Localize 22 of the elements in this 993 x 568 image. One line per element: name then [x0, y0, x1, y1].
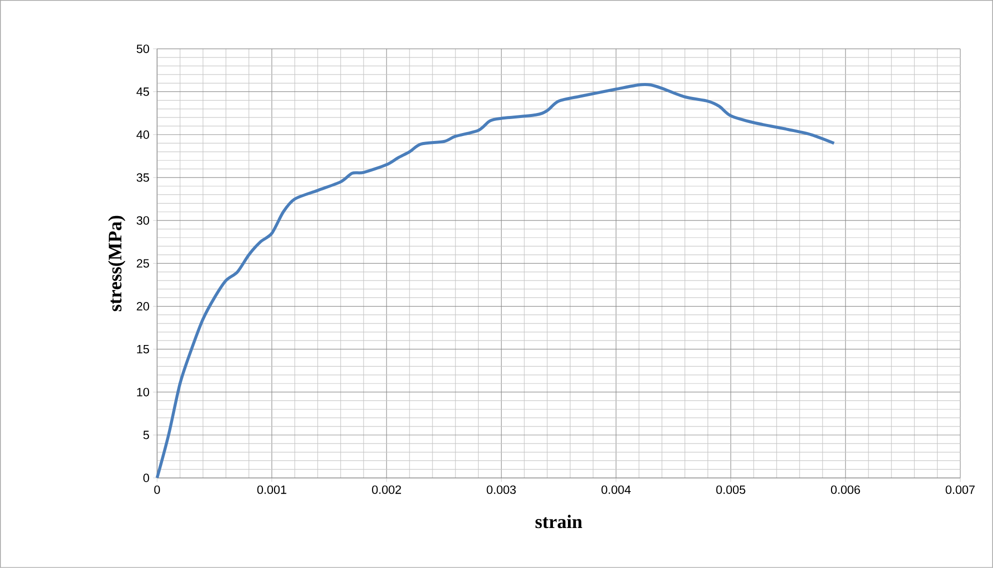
line-series — [156, 83, 836, 480]
x-tick-label: 0.006 — [830, 485, 860, 494]
x-tick-label: 0.001 — [257, 485, 286, 494]
x-tick-label: 0 — [154, 485, 160, 494]
y-tick-label: 20 — [136, 302, 150, 311]
y-tick-label: 25 — [136, 259, 150, 268]
x-tick-label: 0.005 — [716, 485, 746, 494]
y-tick-label: 15 — [137, 345, 150, 354]
x-axis-title: strain — [536, 514, 582, 528]
x-tick-label: 0.003 — [486, 485, 516, 494]
y-tick-label: 35 — [136, 173, 150, 182]
y-tick-label: 30 — [136, 216, 150, 225]
y-tick-label: 50 — [136, 44, 150, 54]
y-tick-label: 5 — [143, 430, 150, 440]
x-tick-label: 0.002 — [372, 485, 401, 494]
y-tick-label: 10 — [137, 388, 150, 396]
y-tick-label: 45 — [136, 88, 150, 96]
x-tick-label: 0.007 — [946, 485, 975, 494]
y-tick-label: 40 — [136, 130, 150, 139]
y-axis-title: stress(MPa) — [108, 216, 126, 312]
x-tick-label: 0.004 — [601, 485, 631, 494]
y-tick-label: 0 — [143, 474, 150, 482]
